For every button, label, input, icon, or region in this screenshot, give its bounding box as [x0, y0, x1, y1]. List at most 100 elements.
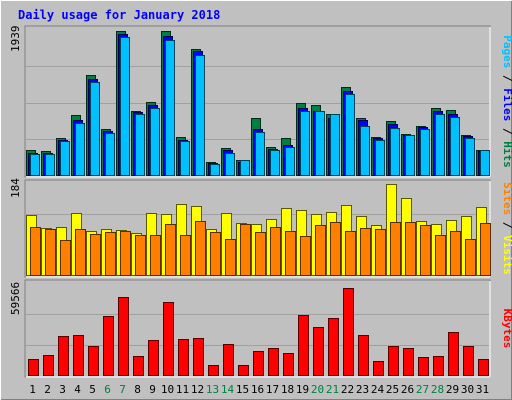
- sites-bar-day-3: [60, 240, 71, 276]
- sites-bar-day-31: [480, 223, 491, 276]
- kbytes-bar-day-25: [388, 346, 399, 376]
- pages-bar-day-4: [75, 123, 85, 176]
- sites-bar-day-9: [150, 235, 161, 276]
- sites-bar-day-13: [210, 232, 221, 276]
- pages-bar-day-22: [345, 94, 355, 176]
- day-label-21: 21: [326, 383, 339, 396]
- day-label-5: 5: [89, 383, 96, 396]
- sites-bar-day-28: [435, 235, 446, 276]
- day-label-26: 26: [401, 383, 414, 396]
- day-label-1: 1: [29, 383, 36, 396]
- legend-entry: KBytes: [501, 309, 512, 349]
- day-label-7: 7: [119, 383, 126, 396]
- pages-bar-day-18: [285, 147, 295, 176]
- sites-bar-day-24: [375, 229, 386, 276]
- sites-bar-day-21: [330, 222, 341, 276]
- kbytes-bar-day-10: [163, 302, 174, 376]
- sites-bar-day-26: [405, 222, 416, 276]
- kbytes-bar-day-24: [373, 361, 384, 376]
- top-ymax-label: 1939: [9, 26, 22, 53]
- kbytes-bar-day-4: [73, 335, 84, 376]
- day-label-30: 30: [461, 383, 474, 396]
- pages-bar-day-14: [225, 153, 235, 176]
- day-label-14: 14: [221, 383, 235, 396]
- sites-bar-day-16: [255, 232, 266, 276]
- pages-bar-day-30: [465, 138, 475, 176]
- sites-bar-day-14: [225, 239, 236, 276]
- day-label-17: 17: [266, 383, 279, 396]
- day-label-19: 19: [296, 383, 309, 396]
- pages-bar-day-25: [390, 128, 400, 176]
- sites-bar-day-18: [285, 231, 296, 276]
- day-label-31: 31: [476, 383, 489, 396]
- day-label-2: 2: [44, 383, 51, 396]
- kbytes-bar-day-1: [28, 359, 39, 376]
- kbytes-bar-day-13: [208, 365, 219, 376]
- kbytes-bar-day-23: [358, 335, 369, 376]
- sites-bar-day-15: [240, 224, 251, 276]
- pages-bar-day-12: [195, 55, 205, 176]
- sites-bar-day-17: [270, 227, 281, 276]
- sites-bar-day-6: [105, 232, 116, 276]
- legend-entry: Hits: [501, 141, 512, 168]
- sites-bar-day-4: [75, 229, 86, 276]
- sites-bar-day-2: [45, 229, 56, 276]
- day-label-29: 29: [446, 383, 459, 396]
- kbytes-bar-day-22: [343, 288, 354, 376]
- legend-layer: Pages / Files / Hits Sites / Visits KBytes: [501, 35, 512, 348]
- sites-bar-day-10: [165, 224, 176, 276]
- sites-bar-day-25: [390, 222, 401, 276]
- pages-bar-day-7: [120, 37, 130, 176]
- legend-panel-1: Sites / Visits: [501, 182, 512, 275]
- day-label-4: 4: [74, 383, 81, 396]
- sites-bar-day-27: [420, 225, 431, 276]
- pages-bar-day-2: [45, 154, 55, 176]
- legend-entry: Files: [501, 88, 512, 121]
- day-label-11: 11: [176, 383, 189, 396]
- plot-layer: [26, 31, 491, 376]
- pages-bar-day-3: [60, 141, 70, 176]
- legend-entry: /: [501, 68, 512, 88]
- legend-panel-2: KBytes: [501, 309, 512, 349]
- kbytes-bar-day-26: [403, 348, 414, 376]
- day-label-27: 27: [416, 383, 429, 396]
- day-label-15: 15: [236, 383, 249, 396]
- kbytes-bar-day-6: [103, 316, 114, 376]
- legend-entry: Sites: [501, 182, 512, 215]
- legend-entry: /: [501, 215, 512, 235]
- sites-bar-day-22: [345, 231, 356, 276]
- sites-bar-day-11: [180, 235, 191, 276]
- sites-bar-day-5: [90, 234, 101, 276]
- sites-bar-day-19: [300, 236, 311, 276]
- pages-bar-day-24: [375, 140, 385, 176]
- kbytes-bar-day-9: [148, 340, 159, 376]
- sites-bar-day-20: [315, 225, 326, 276]
- pages-bar-day-5: [90, 82, 100, 176]
- day-label-23: 23: [356, 383, 369, 396]
- sites-bar-day-8: [135, 235, 146, 276]
- pages-bar-day-26: [405, 135, 415, 176]
- pages-bar-day-13: [210, 164, 220, 176]
- day-label-13: 13: [206, 383, 219, 396]
- day-label-12: 12: [191, 383, 204, 396]
- pages-bar-day-8: [135, 114, 145, 176]
- kbytes-bar-day-18: [283, 353, 294, 376]
- legend-panel-0: Pages / Files / Hits: [501, 35, 512, 168]
- sites-bar-day-7: [120, 231, 131, 276]
- legend-entry: /: [501, 121, 512, 141]
- day-label-8: 8: [134, 383, 141, 396]
- sites-bar-day-23: [360, 228, 371, 276]
- kbytes-bar-day-30: [463, 346, 474, 376]
- day-label-20: 20: [311, 383, 324, 396]
- pages-bar-day-29: [450, 117, 460, 176]
- pages-bar-day-28: [435, 114, 445, 176]
- pages-bar-day-1: [30, 154, 40, 176]
- kbytes-bar-day-28: [433, 356, 444, 376]
- pages-bar-day-16: [255, 132, 265, 176]
- day-label-6: 6: [104, 383, 111, 396]
- sites-bar-day-1: [30, 227, 41, 276]
- day-label-9: 9: [149, 383, 156, 396]
- kbytes-bar-day-21: [328, 318, 339, 376]
